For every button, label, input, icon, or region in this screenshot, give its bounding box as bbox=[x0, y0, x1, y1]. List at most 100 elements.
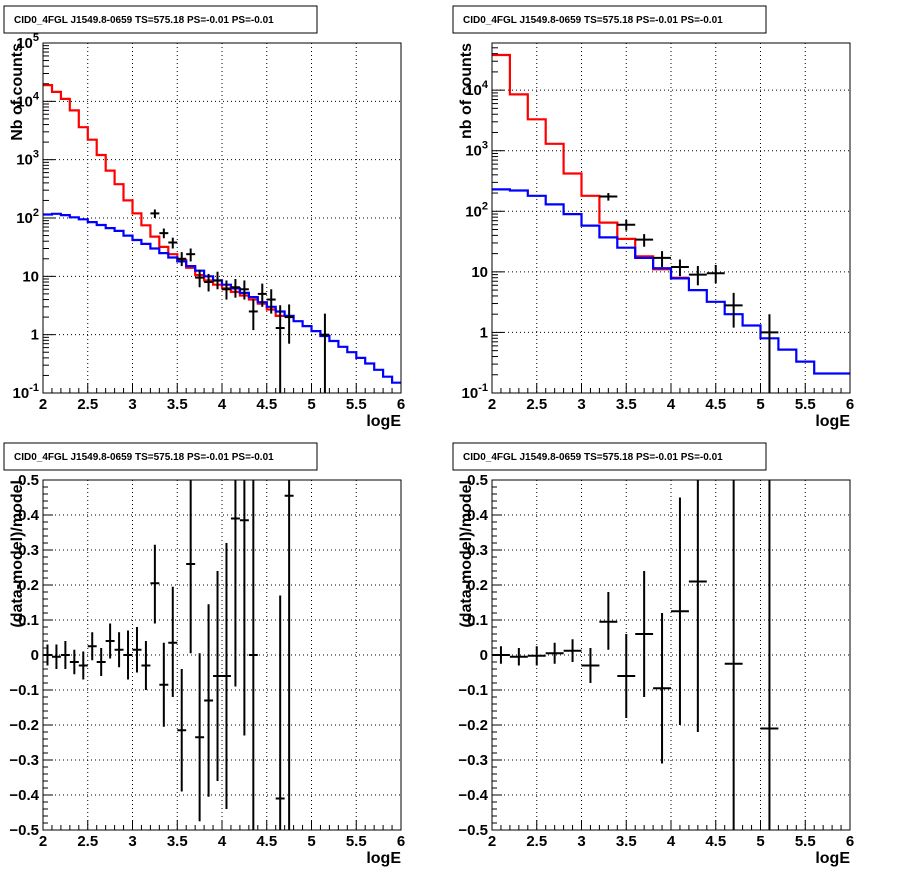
y-tick-base: 10 bbox=[16, 210, 33, 227]
data-point bbox=[257, 283, 267, 307]
x-tick-label: 5.5 bbox=[346, 396, 367, 413]
data-point bbox=[653, 613, 671, 764]
y-tick-label: 102 bbox=[16, 207, 39, 227]
y-tick-label: 10-1 bbox=[13, 382, 39, 402]
data-point bbox=[186, 480, 196, 654]
y-tick-label: 10 bbox=[22, 268, 39, 285]
chart-title: CID0_4FGL J1549.8-0659 TS=575.18 PS=-0.0… bbox=[463, 452, 723, 463]
x-tick-label: 3 bbox=[577, 396, 585, 413]
x-tick-label: 4 bbox=[218, 396, 227, 413]
data-point bbox=[724, 292, 743, 328]
y-tick-label: 0.1 bbox=[18, 612, 39, 629]
y-tick-base: 10 bbox=[465, 143, 482, 160]
y-tick-label: 0.4 bbox=[18, 507, 40, 524]
model-source-line bbox=[43, 212, 401, 384]
data-point bbox=[150, 209, 160, 218]
title-box bbox=[3, 5, 318, 34]
plot-area bbox=[492, 53, 850, 393]
y-tick-label: 102 bbox=[465, 200, 488, 220]
y-tick-label: 0.2 bbox=[467, 577, 488, 594]
data-point bbox=[760, 314, 779, 393]
x-tick-label: 2.5 bbox=[77, 396, 98, 413]
y-tick-label: 0.5 bbox=[467, 472, 488, 489]
y-tick-base: 10 bbox=[462, 385, 479, 402]
y-axis: −0.5 −0.4 −0.3 −0.2 −0.1 0 0.1 0.2 0.3 0.4 0.5(dat… bbox=[458, 472, 502, 839]
x-axis-label: logE bbox=[815, 850, 850, 867]
spectrum-panel-2: CID0_4FGL J1549.8-0659 TS=575.18 PS=-0.0… bbox=[449, 0, 898, 437]
model-total-line bbox=[492, 53, 689, 279]
y-tick-label: 0.3 bbox=[18, 542, 39, 559]
data-point bbox=[275, 595, 285, 830]
data-point bbox=[266, 289, 276, 314]
y-tick-exponent: 3 bbox=[482, 140, 488, 152]
y-tick-exponent: 4 bbox=[33, 90, 40, 102]
y-tick-label: −0.4 bbox=[458, 787, 488, 804]
data-point bbox=[599, 193, 618, 201]
data-point bbox=[123, 630, 133, 680]
data-point bbox=[248, 299, 258, 331]
model-source-line bbox=[492, 188, 850, 375]
y-tick-label: 0 bbox=[480, 647, 488, 664]
y-tick-label: 104 bbox=[465, 79, 489, 99]
data-point bbox=[635, 571, 654, 697]
data-point bbox=[724, 480, 743, 830]
data-point bbox=[239, 280, 249, 300]
data-point bbox=[688, 480, 707, 732]
x-tick-label: 3.5 bbox=[167, 833, 188, 850]
x-tick-label: 2.5 bbox=[526, 833, 547, 850]
x-tick-label: 4.5 bbox=[256, 833, 277, 850]
data-point bbox=[204, 273, 214, 292]
x-axis-label: logE bbox=[366, 850, 401, 867]
title-box bbox=[452, 5, 767, 34]
y-tick-label: 10 bbox=[471, 264, 488, 281]
chart-title: CID0_4FGL J1549.8-0659 TS=575.18 PS=-0.0… bbox=[14, 452, 274, 463]
y-tick-label: 0.5 bbox=[18, 472, 39, 489]
data-point bbox=[195, 653, 205, 822]
title-box bbox=[452, 442, 767, 471]
data-point bbox=[69, 649, 79, 675]
y-axis-label: Nb of counts bbox=[9, 43, 26, 141]
x-tick-label: 5 bbox=[307, 833, 315, 850]
data-point bbox=[213, 271, 222, 290]
data-point bbox=[230, 279, 240, 298]
data-point bbox=[760, 480, 779, 830]
data-point bbox=[617, 219, 636, 231]
data-point bbox=[213, 571, 222, 781]
y-tick-label: −0.5 bbox=[9, 822, 39, 839]
y-tick-label: 10-1 bbox=[462, 382, 488, 402]
data-point bbox=[186, 248, 196, 262]
plot-area bbox=[492, 480, 779, 830]
data-point bbox=[509, 648, 528, 666]
x-tick-label: 6 bbox=[846, 833, 854, 850]
y-tick-label: 1 bbox=[31, 327, 39, 344]
data-point bbox=[204, 604, 214, 797]
data-point bbox=[60, 641, 70, 669]
x-axis-label: logE bbox=[815, 413, 850, 430]
data-point bbox=[671, 497, 689, 725]
data-point bbox=[78, 651, 88, 680]
data-point bbox=[284, 304, 294, 344]
data-point bbox=[275, 305, 285, 393]
x-tick-label: 6 bbox=[846, 396, 854, 413]
y-tick-label: 105 bbox=[16, 32, 39, 52]
y-tick-exponent: 4 bbox=[482, 79, 489, 91]
data-point bbox=[87, 632, 97, 661]
x-axis-label: logE bbox=[366, 413, 401, 430]
x-tick-label: 5 bbox=[756, 396, 764, 413]
x-tick-label: 3 bbox=[128, 396, 136, 413]
data-point bbox=[688, 265, 707, 286]
y-axis-label: (data-model)/model bbox=[458, 480, 475, 628]
y-axis-label: (data-model)/model bbox=[9, 480, 26, 628]
y-tick-label: −0.3 bbox=[9, 752, 39, 769]
data-point bbox=[222, 280, 231, 300]
data-point bbox=[617, 634, 636, 718]
data-point bbox=[222, 543, 231, 809]
residual-chart-1: CID0_4FGL J1549.8-0659 TS=575.18 PS=-0.0… bbox=[3, 442, 405, 867]
x-tick-label: 4 bbox=[667, 396, 676, 413]
y-tick-exponent: 5 bbox=[33, 32, 39, 44]
chart-title: CID0_4FGL J1549.8-0659 TS=575.18 PS=-0.0… bbox=[463, 15, 723, 26]
y-tick-base: 10 bbox=[16, 35, 33, 52]
